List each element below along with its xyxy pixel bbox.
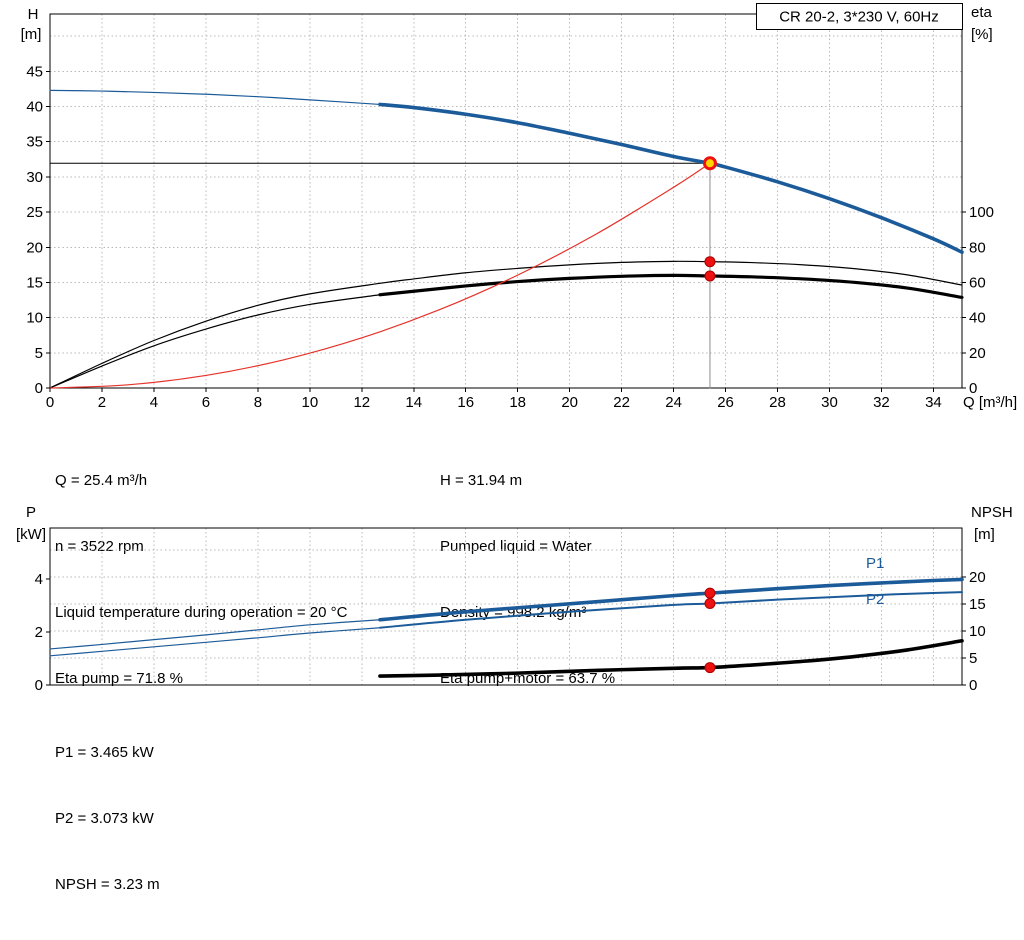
x-tick-label: 22 <box>613 394 630 411</box>
head-axis-unit: [m] <box>21 26 42 43</box>
y-left-tick-label: 45 <box>26 63 43 80</box>
p2-point <box>704 598 716 609</box>
npsh-value: NPSH = 3.23 m <box>55 876 160 893</box>
y-left-tick-label: 20 <box>26 239 43 256</box>
plot-border <box>49 13 963 389</box>
x-tick-label: 4 <box>150 394 158 411</box>
x-tick-label: 14 <box>405 394 422 411</box>
eta-pump-motor-extended <box>49 294 381 389</box>
x-tick-label: 28 <box>769 394 786 411</box>
power-npsh-plot-area: 0 2 4 0 5 10 15 20 <box>35 527 986 694</box>
y-left-tick-label: 0 <box>35 677 43 694</box>
y-left-tick-label: 0 <box>35 380 43 397</box>
y-left-tick-label: 40 <box>26 99 43 116</box>
eta-pump-point <box>704 256 716 268</box>
qh-eta-chart: H [m] eta [%] Q [m³/h] 05101520253035404… <box>21 3 1017 411</box>
x-tick-label: 0 <box>46 394 54 411</box>
head-axis-label: H <box>28 6 39 23</box>
y-left-tick-label: 15 <box>26 274 43 291</box>
x-tick-label: 30 <box>821 394 838 411</box>
duty-point <box>702 156 717 171</box>
y-right-tick-label: 40 <box>969 310 986 327</box>
y-right-tick-label: 100 <box>969 204 994 221</box>
x-tick-label: 34 <box>925 394 942 411</box>
speed-value: n = 3522 rpm <box>55 538 144 555</box>
power-npsh-chart: P [kW] NPSH [m] 0 2 4 0 5 10 15 20 <box>16 504 1013 694</box>
y-right-tick-label: 0 <box>969 677 977 694</box>
eta-pump-motor-curve <box>378 273 964 299</box>
y-right-tick-label: 15 <box>969 596 986 613</box>
y-left-tick-label: 2 <box>35 624 43 641</box>
y-left-tick-label: 10 <box>26 310 43 327</box>
y-left-tick-label: 30 <box>26 169 43 186</box>
flow-axis-label: Q [m³/h] <box>963 394 1017 411</box>
pumped-liquid-value: Pumped liquid = Water <box>440 538 592 555</box>
head-value: H = 31.94 m <box>440 472 523 489</box>
npsh-axis-unit: [m] <box>974 526 995 543</box>
liquid-temperature-value: Liquid temperature during operation = 20… <box>55 604 348 621</box>
eta-pump-motor-point <box>704 270 716 282</box>
y-right-tick-label: 80 <box>969 239 986 256</box>
eta-pump-value: Eta pump = 71.8 % <box>55 670 183 687</box>
x-tick-label: 24 <box>665 394 682 411</box>
y-right-tick-label: 20 <box>969 345 986 362</box>
y-right-tick-label: 60 <box>969 274 986 291</box>
power-data: P1 = 3.465 kW P2 = 3.073 kW NPSH = 3.23 … <box>55 698 160 940</box>
y-right-tick-label: 10 <box>969 623 986 640</box>
pump-curve-report: H [m] eta [%] Q [m³/h] 0 5 10 15 20 25 30 35 40 4… <box>16 3 1018 893</box>
pump-curve-extended <box>49 89 381 106</box>
p1-curve-label: P1 <box>866 555 885 572</box>
p2-curve-extended <box>49 627 381 657</box>
p1-value: P1 = 3.465 kW <box>55 744 154 761</box>
x-tick-label: 26 <box>717 394 734 411</box>
power-axis-label: P <box>26 504 36 521</box>
y-right-tick-label: 5 <box>969 650 977 667</box>
chart-title-box: CR 20-2, 3*230 V, 60Hz <box>756 3 963 30</box>
flow-value: Q = 25.4 m³/h <box>55 472 148 489</box>
x-tick-label: 20 <box>561 394 578 411</box>
p1-point <box>704 587 716 599</box>
system-curve <box>49 162 711 389</box>
plot-border <box>49 527 963 686</box>
x-tick-label: 2 <box>98 394 106 411</box>
y-left-tick-label: 35 <box>26 134 43 151</box>
x-tick-label: 8 <box>254 394 262 411</box>
p2-value: P2 = 3.073 kW <box>55 810 154 827</box>
y-left-tick-label: 5 <box>35 345 43 362</box>
chart-title: CR 20-2, 3*230 V, 60Hz <box>779 9 939 26</box>
x-tick-label: 18 <box>509 394 526 411</box>
eta-axis-label: eta <box>971 4 993 21</box>
p1-curve-extended <box>49 619 381 650</box>
eta-axis-unit: [%] <box>971 26 993 43</box>
x-tick-label: 10 <box>301 394 318 411</box>
npsh-axis-label: NPSH <box>971 504 1013 521</box>
p2-curve-label: P2 <box>866 591 885 608</box>
x-tick-label: 16 <box>457 394 474 411</box>
npsh-point <box>704 662 716 674</box>
y-right-tick-label: 0 <box>969 380 977 397</box>
x-tick-label: 12 <box>353 394 370 411</box>
y-left-tick-label: 4 <box>35 571 43 588</box>
eta-pump-curve <box>49 260 963 389</box>
x-tick-label: 6 <box>202 394 210 411</box>
x-tick-label: 32 <box>873 394 890 411</box>
y-right-tick-label: 20 <box>969 569 986 586</box>
y-left-tick-label: 25 <box>26 204 43 221</box>
title-box-frame <box>756 3 963 30</box>
operating-data-left: Q = 25.4 m³/h n = 3522 rpm Liquid temper… <box>55 426 347 734</box>
pump-curve <box>378 102 964 254</box>
power-axis-unit: [kW] <box>16 526 46 543</box>
